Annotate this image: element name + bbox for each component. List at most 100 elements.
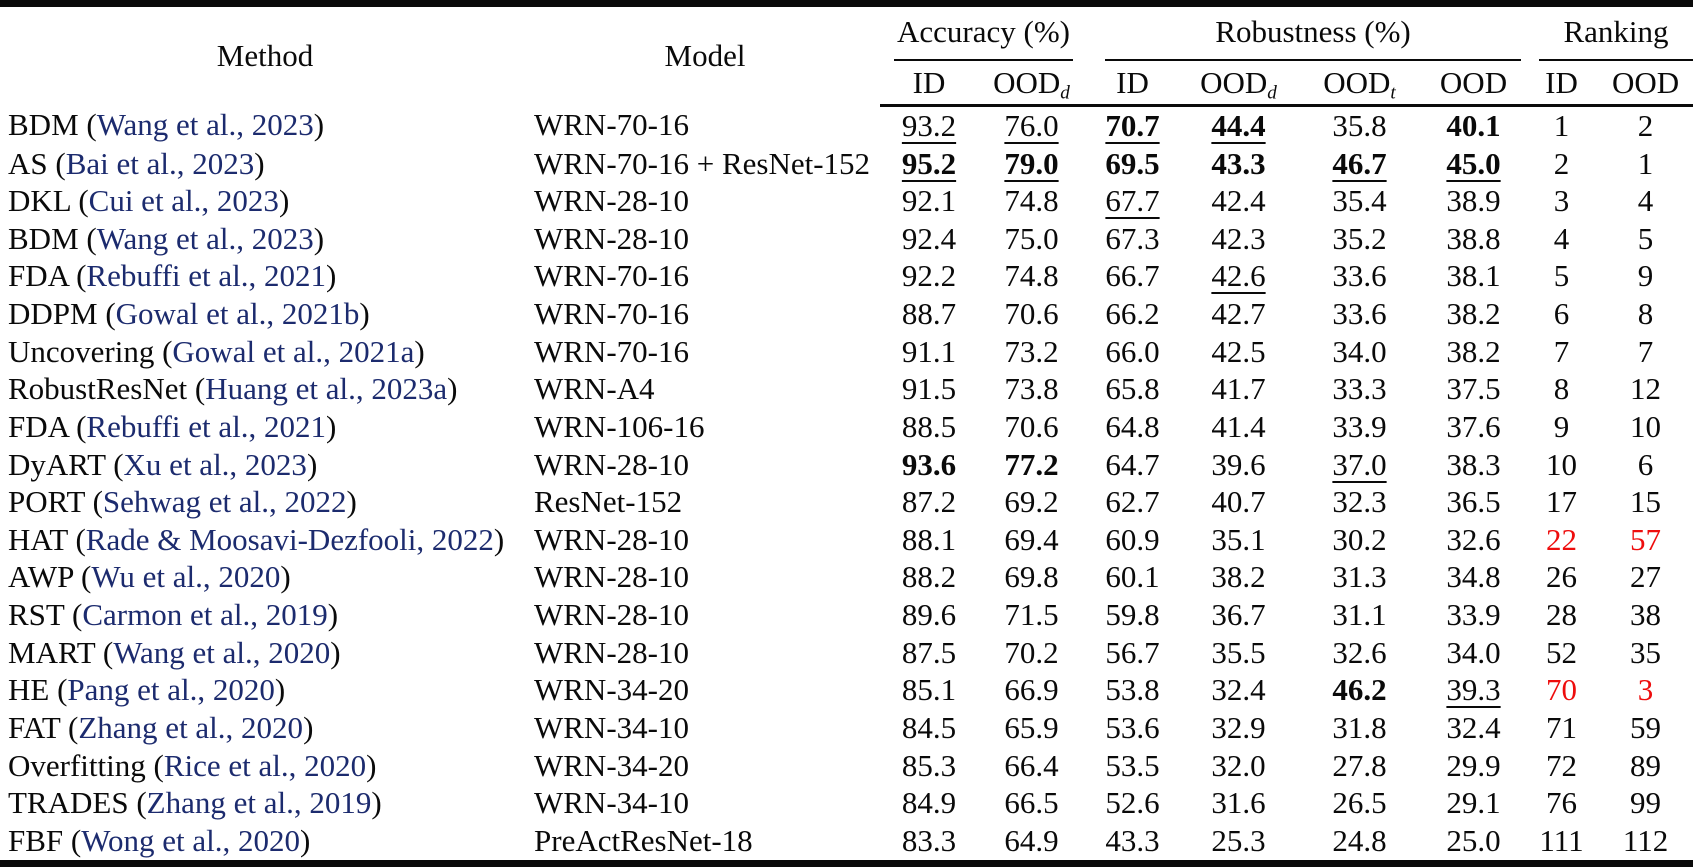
model-cell: WRN-34-10	[534, 709, 689, 745]
citation-link[interactable]: Gowal et al., 2021a	[172, 333, 415, 369]
robustness-ood-value: 25.0	[1446, 822, 1501, 858]
robustness-ood-value: 38.2	[1446, 333, 1501, 369]
ranking-ood-value: 38	[1630, 597, 1662, 633]
open-paren: (	[68, 258, 87, 294]
close-paren: )	[300, 822, 311, 858]
close-paren: )	[366, 747, 377, 783]
citation-link[interactable]: Wu et al., 2020	[91, 559, 281, 595]
group-header-accuracy-label: Accuracy (%)	[894, 8, 1073, 61]
model-cell: WRN-70-16 + ResNet-152	[534, 145, 871, 181]
robustness-oodd-value: 42.5	[1211, 333, 1266, 369]
citation-link[interactable]: Rade & Moosavi-Dezfooli, 2022	[85, 521, 494, 557]
citation-link[interactable]: Carmon et al., 2019	[82, 597, 328, 633]
method-name: PORT	[8, 484, 85, 520]
close-paren: )	[493, 521, 505, 557]
table-row: DyART (Xu et al., 2023) WRN-28-10 93.6 7…	[0, 446, 1693, 484]
open-paren: (	[67, 521, 86, 557]
model-cell: ResNet-152	[534, 484, 683, 520]
accuracy-oodd-value: 76.0	[1004, 107, 1059, 143]
robustness-oodt-value: 46.2	[1332, 672, 1387, 708]
method-cell: DKL (Cui et al., 2023)	[0, 182, 530, 220]
accuracy-oodd-value: 64.9	[1004, 822, 1059, 858]
citation-link[interactable]: Zhang et al., 2019	[146, 785, 372, 821]
robustness-oodt-value: 24.8	[1332, 822, 1387, 858]
ranking-id-value: 2	[1553, 145, 1570, 181]
robustness-oodd-value: 43.3	[1211, 145, 1266, 181]
method-name: DKL	[8, 183, 71, 219]
group-header-robustness-label: Robustness (%)	[1105, 8, 1522, 61]
close-paren: )	[326, 408, 337, 444]
robustness-ood-value: 39.3	[1446, 672, 1501, 708]
close-paren: )	[303, 709, 314, 745]
open-paren: (	[64, 597, 83, 633]
subcol-subscript: d	[1267, 82, 1277, 104]
robustness-id-value: 66.2	[1105, 296, 1160, 332]
robustness-id-value: 60.1	[1105, 559, 1160, 595]
table-row: DDPM (Gowal et al., 2021b) WRN-70-16 88.…	[0, 295, 1693, 333]
robustness-ood-value: 34.0	[1446, 634, 1501, 670]
robustness-ood-value: 29.1	[1446, 785, 1501, 821]
accuracy-id-value: 92.4	[901, 220, 957, 256]
citation-link[interactable]: Pang et al., 2020	[67, 672, 275, 708]
subcol-label: ID	[1116, 64, 1149, 100]
method-cell: FDA (Rebuffi et al., 2021)	[0, 258, 530, 296]
method-name: RST	[8, 597, 65, 633]
robustness-id-value: 69.5	[1105, 145, 1160, 181]
table-row: FAT (Zhang et al., 2020) WRN-34-10 84.5 …	[0, 709, 1693, 747]
citation-link[interactable]: Cui et al., 2023	[88, 183, 279, 219]
citation-link[interactable]: Wang et al., 2023	[96, 220, 314, 256]
method-cell: TRADES (Zhang et al., 2019)	[0, 784, 530, 822]
close-paren: )	[414, 333, 425, 369]
table-row: HAT (Rade & Moosavi-Dezfooli, 2022) WRN-…	[0, 521, 1693, 559]
open-paren: (	[49, 672, 68, 708]
citation-link[interactable]: Wong et al., 2020	[81, 822, 301, 858]
robustness-oodt-value: 27.8	[1332, 747, 1387, 783]
open-paren: (	[78, 107, 97, 143]
citation-link[interactable]: Bai et al., 2023	[65, 145, 255, 181]
citation-link[interactable]: Wang et al., 2023	[96, 107, 314, 143]
method-cell: RST (Carmon et al., 2019)	[0, 596, 530, 634]
close-paren: )	[447, 371, 458, 407]
citation-link[interactable]: Zhang et al., 2020	[78, 709, 304, 745]
method-name: FDA	[8, 408, 69, 444]
ranking-ood-value: 57	[1630, 521, 1662, 557]
robustness-ood-value: 37.6	[1446, 408, 1501, 444]
accuracy-oodd-value: 75.0	[1004, 220, 1059, 256]
accuracy-id-value: 87.2	[901, 484, 957, 520]
column-header-ranking-ood: OOD	[1598, 61, 1693, 107]
citation-link[interactable]: Rice et al., 2020	[163, 747, 367, 783]
robustness-oodt-value: 30.2	[1332, 521, 1387, 557]
ranking-id-value: 28	[1546, 597, 1578, 633]
open-paren: (	[84, 484, 103, 520]
accuracy-oodd-value: 73.8	[1004, 371, 1059, 407]
robustness-id-value: 64.7	[1105, 446, 1160, 482]
method-cell: FDA (Rebuffi et al., 2021)	[0, 408, 530, 446]
method-name: Uncovering	[8, 333, 155, 369]
group-header-ranking: Ranking	[1525, 4, 1693, 62]
robustness-oodd-value: 35.5	[1211, 634, 1266, 670]
table-row: FDA (Rebuffi et al., 2021) WRN-106-16 88…	[0, 408, 1693, 446]
model-cell: WRN-28-10	[534, 521, 689, 557]
robustness-oodd-value: 41.4	[1211, 408, 1266, 444]
citation-link[interactable]: Gowal et al., 2021b	[115, 296, 360, 332]
table-row: Overfitting (Rice et al., 2020) WRN-34-2…	[0, 747, 1693, 785]
model-cell: WRN-28-10	[534, 183, 689, 219]
model-cell: WRN-34-10	[534, 785, 689, 821]
citation-link[interactable]: Sehwag et al., 2022	[102, 484, 347, 520]
citation-link[interactable]: Wang et al., 2020	[113, 634, 331, 670]
subcol-label: OOD	[993, 64, 1061, 100]
robustness-oodd-value: 42.6	[1211, 258, 1266, 294]
close-paren: )	[359, 296, 370, 332]
citation-link[interactable]: Xu et al., 2023	[123, 446, 307, 482]
ranking-ood-value: 1	[1637, 145, 1654, 181]
method-cell: BDM (Wang et al., 2023)	[0, 220, 530, 258]
accuracy-oodd-value: 79.0	[1004, 145, 1059, 181]
table-row: Uncovering (Gowal et al., 2021a) WRN-70-…	[0, 333, 1693, 371]
citation-link[interactable]: Rebuffi et al., 2021	[86, 258, 327, 294]
robustness-ood-value: 32.6	[1446, 521, 1501, 557]
table-row: BDM (Wang et al., 2023) WRN-70-16 93.2 7…	[0, 106, 1693, 145]
citation-link[interactable]: Huang et al., 2023a	[205, 371, 448, 407]
model-cell: WRN-34-20	[534, 747, 689, 783]
citation-link[interactable]: Rebuffi et al., 2021	[86, 408, 327, 444]
